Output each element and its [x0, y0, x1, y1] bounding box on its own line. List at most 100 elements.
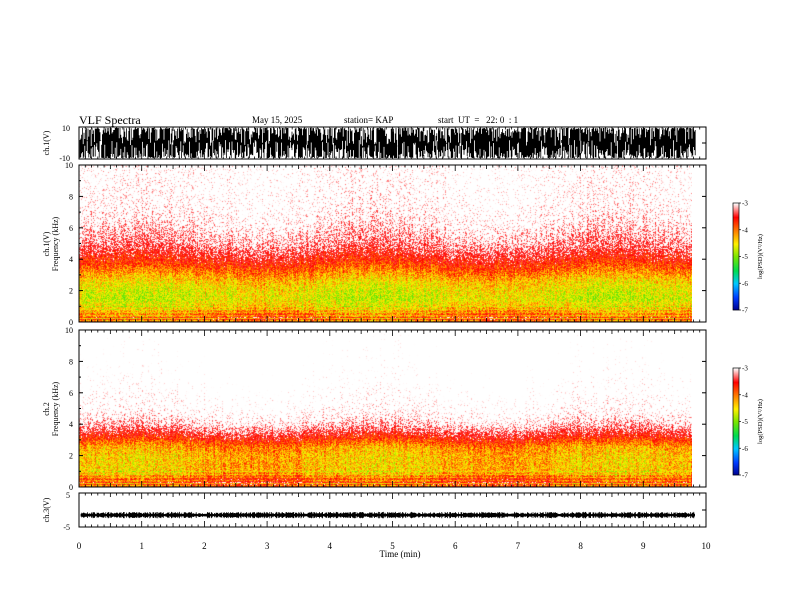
- ch1-colorbar-cell: [733, 203, 739, 205]
- ch2-colorbar-cell: [733, 414, 739, 416]
- time-tick-label-8: 8: [578, 541, 583, 551]
- ch2-colorbar-cell: [733, 449, 739, 451]
- ch2-colorbar-cell: [733, 415, 739, 417]
- ch1-colorbar-cell: [733, 275, 739, 277]
- ch2-colorbar-cell: [733, 463, 739, 465]
- ch1-colorbar-cell: [733, 204, 739, 206]
- ch2-ytick-label-5: 10: [65, 326, 73, 335]
- ch2-colorbar-cell: [733, 392, 739, 394]
- ch2-colorbar-cell: [733, 451, 739, 453]
- ch2-colorbar-cell: [733, 371, 739, 373]
- ch2-colorbar-cell: [733, 427, 739, 429]
- ch1-colorbar-cell: [733, 238, 739, 240]
- ch1-colorbar-cell: [733, 211, 739, 213]
- ch1-colorbar-cell: [733, 304, 739, 306]
- ch1-colorbar-cell: [733, 276, 739, 278]
- ch1-colorbar-cell: [733, 227, 739, 229]
- ch1-colorbar-cell: [733, 234, 739, 236]
- ch2-colorbar-cell: [733, 401, 739, 403]
- time-tick-label-4: 4: [328, 541, 333, 551]
- ch1-colorbar-cell: [733, 283, 739, 285]
- ch1-colorbar-cell: [733, 222, 739, 224]
- ch2-colorbar-cell: [733, 455, 739, 457]
- ch2-colorbar-cell: [733, 403, 739, 405]
- ch2-colorbar-cell: [733, 417, 739, 419]
- ch1-colorbar-cell: [733, 229, 739, 231]
- ch2-colorbar-cell: [733, 464, 739, 466]
- ch2-colorbar-cell: [733, 380, 739, 382]
- time-tick-label-1: 1: [139, 541, 144, 551]
- ch2-colorbar-cell: [733, 442, 739, 444]
- ch2-colorbar-cell: [733, 426, 739, 428]
- ch2-colorbar-cell: [733, 421, 739, 423]
- ch2-colorbar-cell: [733, 461, 739, 463]
- ch2-colorbar-cell: [733, 424, 739, 426]
- ch1-colorbar-cell: [733, 264, 739, 266]
- ch1-colorbar-cell: [733, 291, 739, 293]
- ch1-colorbar-cell: [733, 302, 739, 304]
- time-tick-label-3: 3: [265, 541, 270, 551]
- ch3-waveform-trace: [80, 511, 695, 519]
- ch1-colorbar-tick-label-2: -5: [742, 253, 748, 261]
- ch1-colorbar-cell: [733, 205, 739, 207]
- ch1-colorbar-cell: [733, 228, 739, 230]
- ch2-colorbar-cell: [733, 447, 739, 449]
- ch2-colorbar-cell: [733, 469, 739, 471]
- time-tick-label-9: 9: [641, 541, 646, 551]
- date-label: May 15, 2025: [252, 115, 303, 125]
- ch1-colorbar-cell: [733, 258, 739, 260]
- ch1-colorbar-cell: [733, 285, 739, 287]
- ch2-colorbar-cell: [733, 474, 739, 476]
- ch1-colorbar-cell: [733, 306, 739, 308]
- ch2-colorbar-cell: [733, 436, 739, 438]
- ch2-colorbar-tick-label-1: -4: [742, 391, 748, 399]
- ch1-colorbar-cell: [733, 282, 739, 284]
- ch1-colorbar-cell: [733, 305, 739, 307]
- ch2-colorbar-cell: [733, 413, 739, 415]
- ch2-colorbar-cell: [733, 454, 739, 456]
- time-axis-labels: 0 1 2 3 4 5 6 7 8 9 10: [77, 541, 711, 551]
- ch2-colorbar-cell: [733, 432, 739, 434]
- ch3-ytick-bottom: -5: [63, 523, 70, 532]
- ch2-colorbar-cell: [733, 440, 739, 442]
- ch2-colorbar-cell: [733, 460, 739, 462]
- ch1-colorbar-cell: [733, 293, 739, 295]
- ch2-colorbar-cell: [733, 473, 739, 475]
- ch2-colorbar-cell: [733, 389, 739, 391]
- ch1-colorbar-cell: [733, 300, 739, 302]
- ch1-colorbar-cell: [733, 220, 739, 222]
- ch2-colorbar-cell: [733, 462, 739, 464]
- ch1-colorbar-cell: [733, 259, 739, 261]
- ch1-ytick-label-5: 10: [65, 161, 73, 170]
- ch1-colorbar-cell: [733, 268, 739, 270]
- ch1-ytick-label-3: 6: [69, 224, 73, 233]
- ch1-colorbar-cell: [733, 263, 739, 265]
- ch1-colorbar-cell: [733, 250, 739, 252]
- ch2-colorbar-cell: [733, 393, 739, 395]
- ch2-colorbar-cell: [733, 372, 739, 374]
- ch2-ytick-label-4: 8: [69, 357, 73, 366]
- ch1-colorbar-cell: [733, 277, 739, 279]
- ch2-colorbar-cell: [733, 419, 739, 421]
- ch1-colorbar-cell: [733, 294, 739, 296]
- ch2-colorbar-cell: [733, 416, 739, 418]
- ch1-colorbar-cell: [733, 307, 739, 309]
- time-tick-marks: [78, 127, 707, 527]
- ch2-colorbar-cell: [733, 368, 739, 370]
- ch2-colorbar-cell: [733, 465, 739, 467]
- ch2-ytick-label-1: 2: [69, 452, 73, 461]
- ch1-colorbar-cell: [733, 289, 739, 291]
- ch1-colorbar-cell: [733, 248, 739, 250]
- ch2-colorbar-cell: [733, 399, 739, 401]
- ch2-colorbar-cell: [733, 407, 739, 409]
- ch2-colorbar-cell: [733, 382, 739, 384]
- ch1-colorbar-cell: [733, 269, 739, 271]
- ch1-colorbar-cell: [733, 257, 739, 259]
- ch2-spectrogram-image: [79, 330, 692, 487]
- ch1-colorbar-label: log(PSD)(V²/Hz): [757, 234, 764, 279]
- ch1-colorbar-cell: [733, 223, 739, 225]
- ch1-colorbar-cell: [733, 212, 739, 214]
- ch1-colorbar-cell: [733, 284, 739, 286]
- ch2-spectrogram-panel: 0 2 4 6 8 10 ch.2 Frequency (kHz): [42, 326, 707, 492]
